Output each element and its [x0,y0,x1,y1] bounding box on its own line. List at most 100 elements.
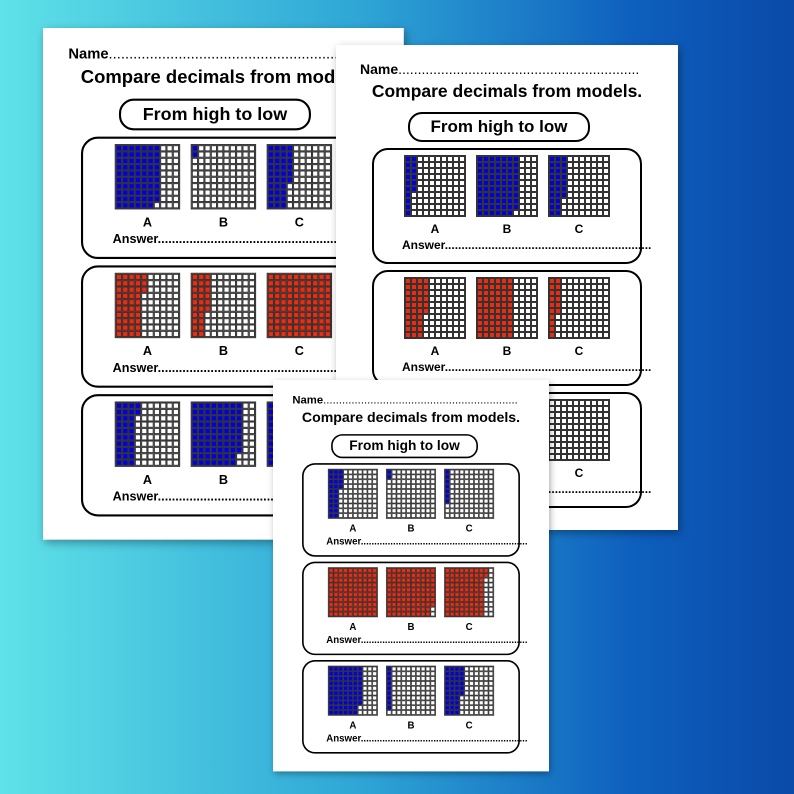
grid-cell [141,280,148,287]
grid-cell [134,408,142,416]
grid-cell [415,474,421,480]
grid-cell [274,318,281,325]
grid-cell [567,320,573,326]
grid-cell [441,302,447,308]
grid-cell [242,453,249,460]
hundred-grid [548,155,610,217]
grid-cell [210,273,218,281]
grid-cell [444,700,450,706]
grid-cell [229,170,237,177]
grid-cell [507,186,513,192]
grid-cell [555,296,561,302]
grid-cell [483,503,489,509]
grid-cell [338,469,344,475]
grid-cell [198,164,205,171]
hundred-grid [548,277,610,339]
grid-cell [223,330,230,338]
grid-cell [441,198,447,204]
grid-cell [343,572,349,578]
grid-cell [519,308,525,314]
grid-cell [128,157,135,165]
grid-cell [477,326,483,332]
grid-cell [191,434,199,441]
grid-cell [229,183,237,190]
grid-cell [172,280,180,287]
grid-cell [122,273,129,281]
grid-cell [210,318,218,325]
grid-cell [372,705,378,711]
grid-cell [420,592,426,598]
grid-cell [362,705,368,711]
grid-cell [519,198,525,204]
grid-cell [198,453,205,460]
grid-cell [324,311,332,319]
grid-cell [160,183,167,190]
grid-cell [115,280,123,287]
grid-cell [411,308,417,314]
grid-cell [274,324,281,331]
grid-cell [333,592,339,598]
grid-cell [603,174,609,180]
grid-cell [343,676,349,682]
grid-cell [324,195,332,203]
grid-cell [328,479,334,485]
grid-cell [449,695,455,701]
grid-cell [229,305,237,312]
worksheet-title: Compare decimals from models. [371,81,643,101]
grid-cell [128,299,135,306]
grid-cell [591,424,597,430]
grid-cell [274,330,281,338]
grid-cell [236,202,243,209]
grid-cell [172,324,180,331]
decimal-model: B [190,401,257,487]
grid-cell [591,400,597,406]
grid-cell [555,284,561,290]
answer-dots: ........................................… [157,231,376,247]
grid-cell [115,189,123,196]
grid-cell [210,427,218,435]
grid-cell [430,606,436,612]
grid-cell [430,681,436,686]
grid-cell [367,513,373,518]
grid-cell [579,442,585,448]
model-label: B [218,214,228,230]
grid-cell [391,508,397,514]
grid-cell [417,174,423,180]
grid-cell [420,710,426,715]
grid-cell [469,474,474,480]
grid-cell [280,280,287,287]
grid-cell [585,436,591,442]
grid-cell [141,415,148,422]
grid-cell [267,286,275,293]
grid-cell [391,666,397,672]
grid-cell [128,330,135,338]
grid-cell [483,606,489,612]
grid-cell [391,710,397,715]
grid-cell [420,513,426,518]
grid-cell [128,408,135,416]
grid-cell [204,427,211,435]
grid-cell [134,170,142,177]
grid-cell [166,151,173,158]
grid-cell [134,324,142,331]
answer-line: Answer..................................… [326,634,527,645]
grid-cell [501,290,507,296]
grid-cell [555,326,561,332]
grid-cell [367,685,373,691]
grid-cell [324,324,332,331]
grid-cell [338,705,344,711]
grid-cell [362,488,368,494]
grid-cell [454,705,460,711]
grid-cell [473,671,479,677]
grid-cell [396,568,402,573]
grid-cell [267,157,275,165]
grid-cell [579,296,585,302]
grid-cell [483,508,489,514]
grid-cell [454,498,460,504]
grid-cell [122,280,129,287]
grid-cell [357,474,363,480]
grid-cell [318,324,325,331]
grid-cell [217,202,224,209]
grid-cell [464,611,470,617]
